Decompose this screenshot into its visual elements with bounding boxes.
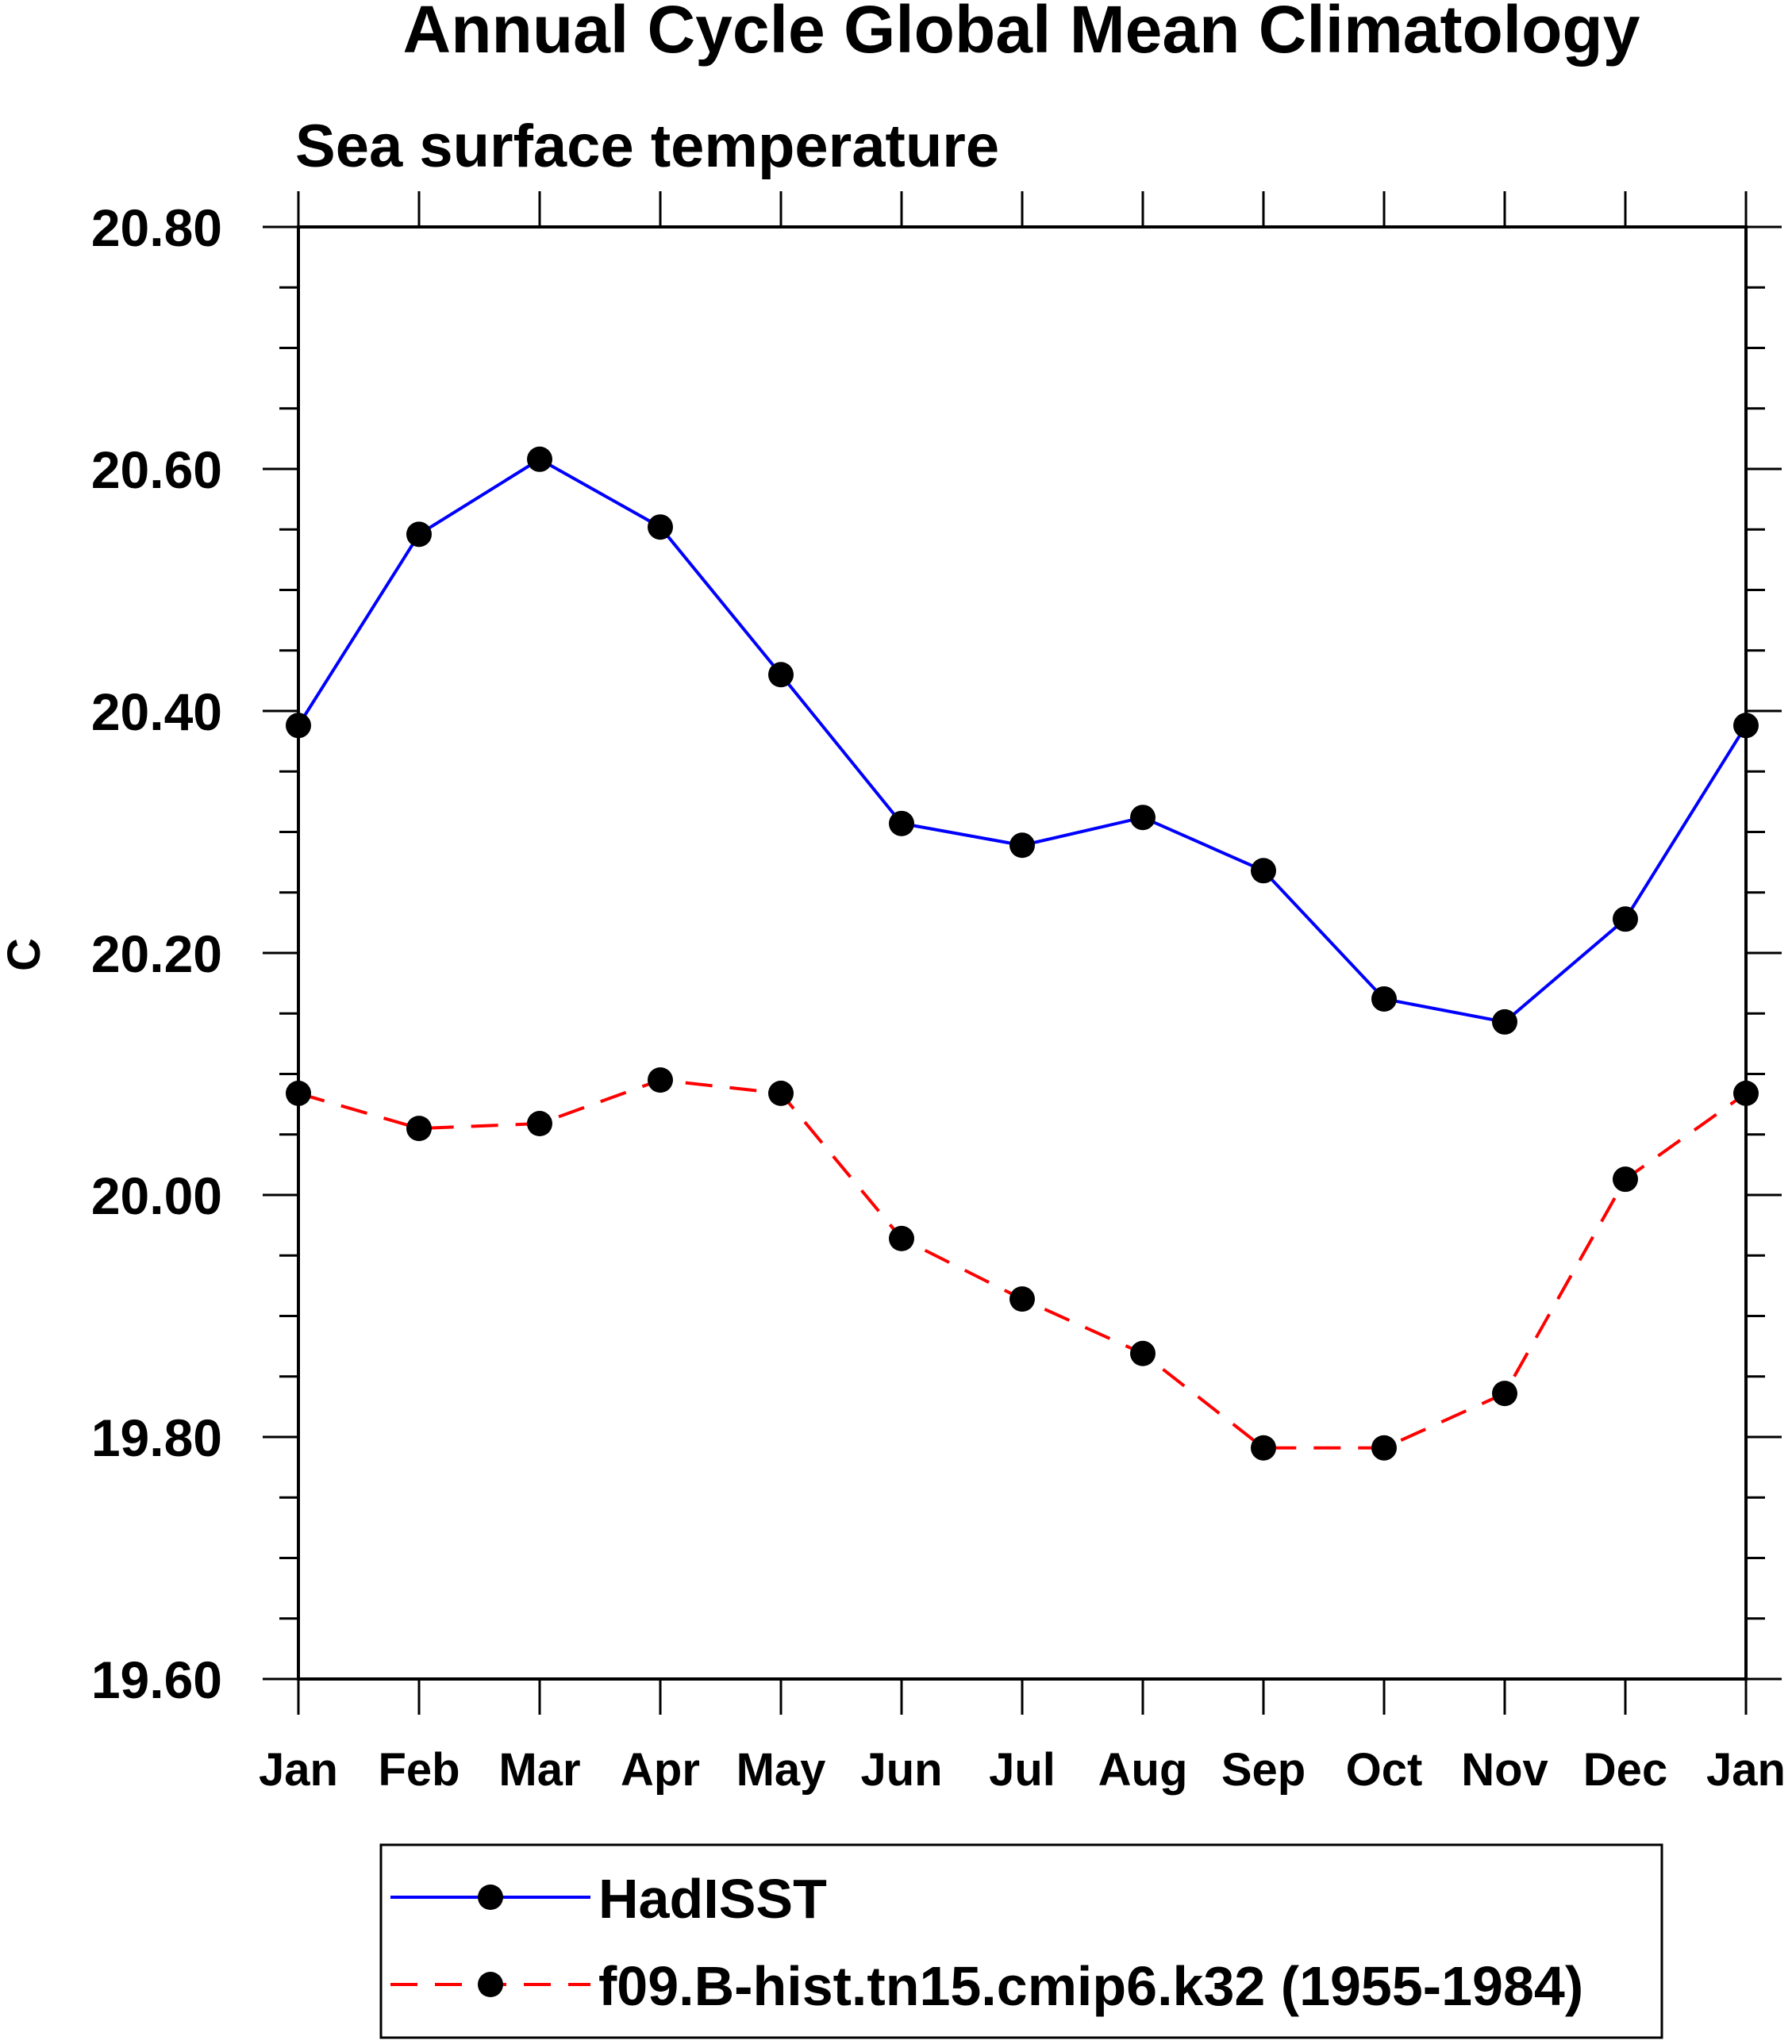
y-tick-labels: 19.60 19.80 20.00 20.20 20.40 20.60 20.80 (91, 198, 222, 1709)
y-tick-label: 20.60 (91, 440, 222, 499)
legend-marker-hadisst (478, 1885, 503, 1910)
plot-frame (297, 225, 1748, 1681)
series-1-point (527, 1111, 552, 1137)
chart-title: Annual Cycle Global Mean Climatology (403, 0, 1640, 67)
series-0-point (1130, 805, 1156, 831)
series-0-point (1251, 858, 1276, 884)
x-tick-label: Feb (378, 1744, 460, 1796)
legend: HadISST f09.B-hist.tn15.cmip6.k32 (1955-… (379, 1843, 1663, 2039)
y-tick-label: 20.00 (91, 1166, 222, 1225)
series-line-1 (298, 1078, 1748, 1450)
series-0-point (1371, 986, 1397, 1012)
legend-label-model: f09.B-hist.tn15.cmip6.k32 (1955-1984) (598, 1955, 1583, 2017)
legend-label-hadisst: HadISST (598, 1868, 827, 1930)
x-tick-label: May (736, 1744, 826, 1796)
series-0-point (527, 446, 552, 472)
series-1-point (768, 1080, 794, 1106)
series-0-point (1613, 906, 1638, 932)
x-tick-label: Jan (1706, 1744, 1786, 1796)
series-1-point (1613, 1166, 1638, 1193)
series-1-point (648, 1067, 673, 1093)
series-0-point (648, 514, 673, 540)
y-tick-label: 19.80 (91, 1408, 222, 1467)
axis-ticks (263, 191, 1782, 1715)
x-tick-label: Oct (1346, 1744, 1423, 1796)
x-tick-label: Mar (498, 1744, 580, 1796)
series-1-point (889, 1225, 914, 1251)
series-0-point (406, 521, 432, 548)
series-1-point (1371, 1435, 1397, 1461)
series-0-point (1492, 1009, 1517, 1035)
y-axis-label: C (0, 938, 50, 971)
series-1-point (1251, 1435, 1276, 1461)
series-1-point (406, 1116, 432, 1142)
x-tick-label: Dec (1583, 1744, 1667, 1796)
series-1-point (1009, 1286, 1035, 1312)
x-tick-label: Sep (1221, 1744, 1306, 1796)
x-tick-label: Nov (1461, 1744, 1548, 1796)
y-tick-label: 20.20 (91, 924, 222, 983)
y-tick-label: 19.60 (91, 1650, 222, 1709)
x-tick-label: Apr (621, 1744, 700, 1796)
legend-marker-model (478, 1972, 503, 1997)
series-line-0 (297, 457, 1748, 1024)
y-tick-label: 20.40 (91, 682, 222, 741)
series-0-point (889, 810, 914, 836)
x-tick-label: Aug (1098, 1744, 1188, 1796)
series-1-point (1130, 1340, 1156, 1366)
legend-frame (379, 1843, 1663, 2039)
x-tick-label: Jan (259, 1744, 338, 1796)
x-tick-label: Jul (989, 1744, 1056, 1796)
x-tick-labels: Jan Feb Mar Apr May Jun Jul Aug Sep Oct Nov Dec Jan (259, 1744, 1786, 1796)
y-tick-label: 20.80 (91, 198, 222, 257)
series-0-point (1009, 832, 1035, 859)
series-0-point (768, 662, 794, 688)
series-1-point (1492, 1381, 1517, 1407)
data-markers (286, 446, 1759, 1461)
chart-subtitle: Sea surface temperature (295, 113, 999, 180)
x-tick-label: Jun (860, 1744, 942, 1796)
